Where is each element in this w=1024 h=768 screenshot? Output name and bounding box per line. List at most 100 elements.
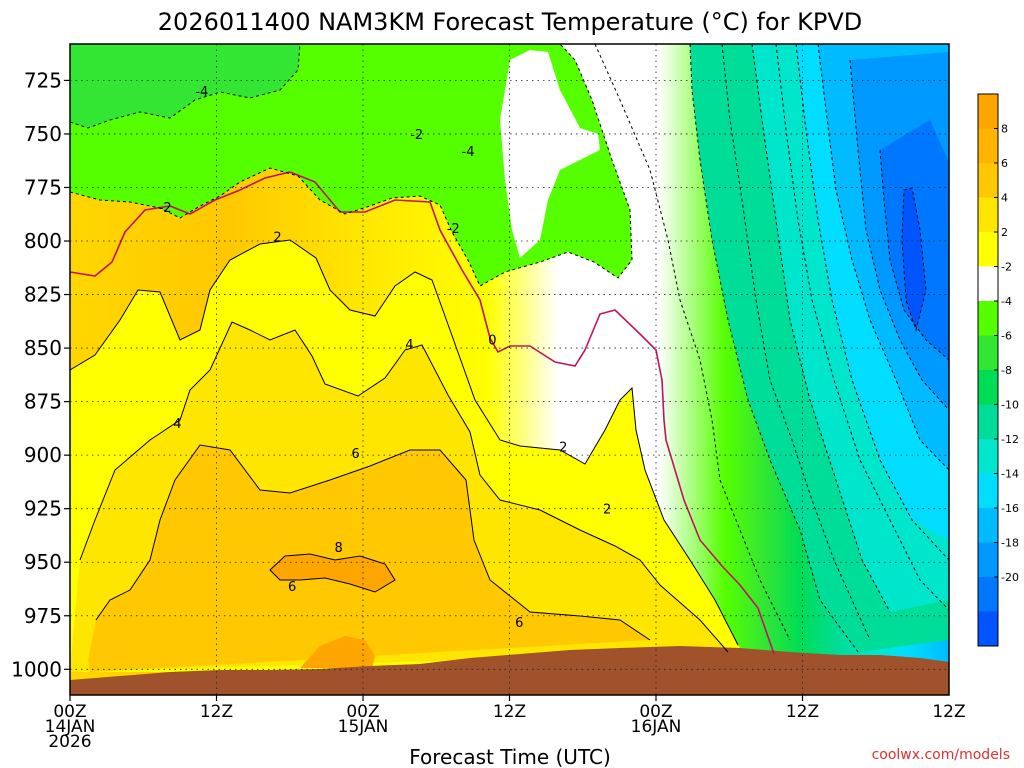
x-tick-label: 00Z [346, 702, 379, 722]
x-tick-label: 15JAN [338, 717, 389, 737]
colorbar-swatch [978, 197, 998, 233]
y-tick-label: 925 [24, 497, 62, 521]
colorbar: 8 6 4 2 -2 -4 -6 -8 -10 -12 -14 -16 -18 -20 [977, 93, 1019, 647]
cold-contours [70, 44, 949, 653]
x-tick-label: 12Z [493, 702, 526, 722]
colorbar-label: -6 [1001, 330, 1012, 343]
y-tick-label: 875 [24, 390, 62, 414]
contour-label: 4 [405, 338, 413, 353]
y-tick-label: 950 [24, 550, 62, 574]
contour-label: -4 [462, 145, 475, 160]
contour-label: 6 [515, 616, 523, 631]
colorbar-swatch [978, 301, 998, 336]
y-tick-label: 825 [24, 283, 62, 307]
colorbar-label: 4 [1001, 192, 1008, 205]
contour-label: 2 [559, 441, 567, 456]
colorbar-label: 8 [1001, 123, 1008, 136]
grid-lines [70, 44, 949, 695]
x-axis-label: Forecast Time (UTC) [409, 745, 611, 768]
chart-title: 2026011400 NAM3KM Forecast Temperature (… [158, 8, 862, 36]
freezing-line-0c [70, 171, 775, 655]
contour-minus12c [775, 44, 949, 611]
watermark: coolwx.com/models [872, 747, 1010, 763]
colorbar-swatch [978, 404, 998, 440]
colorbar-label: 2 [1001, 226, 1008, 239]
y-tick-label: 900 [24, 443, 62, 467]
y-tick-label: 1000 [11, 657, 62, 681]
colorbar-swatch [978, 508, 998, 543]
x-tick-label: 12Z [200, 702, 233, 722]
colorbar-label: 6 [1001, 157, 1008, 170]
contour-minus16c [817, 44, 949, 471]
contour-minus2c [70, 44, 633, 287]
colorbar-label: -20 [1001, 571, 1019, 584]
contour-label: 6 [352, 447, 360, 462]
colorbar-swatch [978, 94, 998, 129]
contour-label: -2 [159, 201, 172, 216]
y-tick-label: 800 [24, 229, 62, 253]
contour-label: 2 [603, 503, 611, 518]
contour-minus4c [70, 44, 301, 129]
x-tick-label: 12Z [786, 702, 819, 722]
contour-minus18c [849, 59, 949, 411]
colorbar-label: -4 [1001, 295, 1012, 308]
contour-label: 2 [273, 231, 281, 246]
cold-pocket-upper-left [70, 44, 632, 286]
plot-area: -4 -2 -4 -2 -2 2 0 4 4 6 2 2 8 6 6 [70, 44, 949, 695]
contour-label: -4 [195, 85, 208, 100]
y-axis: 725 750 775 800 825 850 875 900 925 950 975 1000 [11, 68, 70, 681]
colorbar-swatch [978, 542, 998, 578]
colorbar-label: -10 [1001, 399, 1019, 412]
x-tick-label: 2026 [48, 732, 91, 752]
contour-4c [79, 321, 729, 653]
colorbar-swatch [978, 577, 998, 612]
contour-label: 0 [488, 334, 496, 349]
y-tick-label: 850 [24, 336, 62, 360]
colorbar-swatch [978, 473, 998, 509]
y-tick-label: 775 [24, 175, 62, 199]
contour-minus22c [901, 187, 927, 332]
colorbar-swatch [978, 439, 998, 474]
x-tick-label: 16JAN [631, 717, 682, 737]
x-tick-label: 14JAN [45, 717, 96, 737]
warm-region-8c-surface [300, 636, 375, 668]
colorbar-swatch [978, 266, 998, 302]
colorbar-swatch [978, 128, 998, 164]
contour-labels: -4 -2 -4 -2 -2 2 0 4 4 6 2 2 8 6 6 [159, 85, 612, 631]
colorbar-label: -8 [1001, 364, 1012, 377]
contour-minus10c [751, 44, 891, 613]
contour-minus6c [689, 44, 859, 653]
colorbar-label: -18 [1001, 537, 1019, 550]
contour-minus20c [879, 149, 949, 361]
contour-label: 6 [288, 580, 296, 595]
colorbar-swatch [978, 370, 998, 405]
terrain-ground [70, 646, 949, 695]
contour-8c [269, 553, 396, 593]
contour-label: 8 [334, 541, 342, 556]
contour-2c [70, 239, 739, 646]
x-tick-label: 00Z [639, 702, 672, 722]
x-tick-label: 12Z [932, 702, 965, 722]
colorbar-swatch [978, 163, 998, 198]
colorbar-swatch [978, 232, 998, 267]
y-tick-label: 725 [24, 68, 62, 92]
colorbar-label: -14 [1001, 468, 1019, 481]
contour-6c [95, 444, 651, 641]
contour-minus14c [795, 44, 949, 561]
colorbar-label: -12 [1001, 433, 1019, 446]
contour-minus8c [721, 44, 871, 641]
colorbar-swatch [978, 335, 998, 371]
warm-notch-white [500, 50, 600, 258]
cold-pocket-minus4 [70, 44, 300, 128]
warm-region-8c [270, 554, 395, 592]
y-tick-label: 975 [24, 604, 62, 628]
contour-label: -2 [447, 222, 460, 237]
contour-label: 4 [173, 417, 181, 432]
colorbar-label: -16 [1001, 502, 1019, 515]
contour-label: -2 [410, 128, 423, 143]
colorbar-swatch [978, 611, 998, 647]
x-tick-label: 00Z [53, 702, 86, 722]
y-tick-label: 750 [24, 122, 62, 146]
